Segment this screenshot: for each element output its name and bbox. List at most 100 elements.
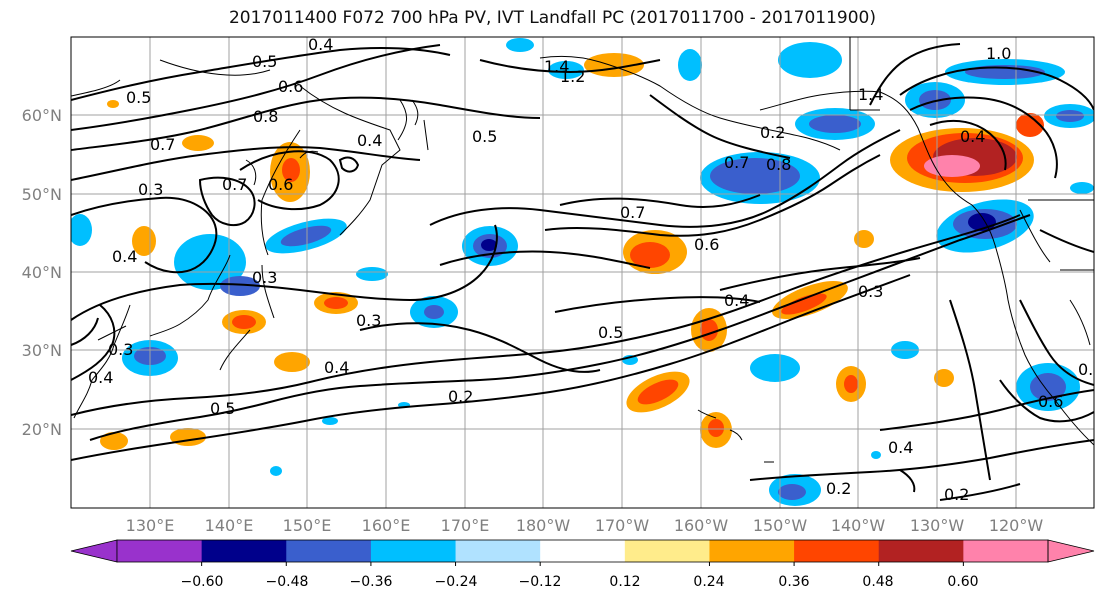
map-border <box>70 36 1095 509</box>
colorbar-tick-label: 0.24 <box>693 574 724 590</box>
positive-anomaly <box>170 428 206 446</box>
contour-label: 0.5 <box>598 323 623 342</box>
colorbar-tick-label: −0.36 <box>350 574 393 590</box>
colorbar-segment <box>455 540 541 562</box>
positive-anomaly <box>182 135 214 151</box>
colorbar-segment <box>878 540 964 562</box>
lon-label: 170°E <box>441 516 490 535</box>
positive-anomaly <box>934 369 954 387</box>
contour-label: 0.3 <box>108 340 133 359</box>
lat-label: 50°N <box>22 185 62 204</box>
contour-label: 0.8 <box>253 107 278 126</box>
positive-anomaly <box>100 432 128 450</box>
colorbar-tick-label: 0.12 <box>609 574 640 590</box>
positive-anomaly-gulf-of-alaska <box>890 128 1034 192</box>
contour-label: 0.6 <box>278 77 303 96</box>
negative-anomaly <box>778 484 806 500</box>
contour-label: 1.0 <box>986 44 1011 63</box>
lon-label: 130°E <box>126 516 175 535</box>
contour-label: 0.4 <box>112 247 137 266</box>
colorbar-extend-min <box>70 539 118 563</box>
positive-anomaly-kamchatka <box>270 142 310 202</box>
contour-label: 0.7 <box>150 135 175 154</box>
lon-label: 180°W <box>516 516 571 535</box>
lat-label: 60°N <box>22 106 62 125</box>
colorbar-border <box>116 539 1049 563</box>
contour-label: 0.5 <box>210 399 235 418</box>
colorbar-tick-label: 0.60 <box>947 574 978 590</box>
lon-label: 150°E <box>283 516 332 535</box>
contour-label: 0.4 <box>308 35 333 54</box>
contour-label: 0.5 <box>472 127 497 146</box>
lat-label: 30°N <box>22 341 62 360</box>
negative-anomaly <box>750 354 800 382</box>
lon-label: 130°W <box>910 516 965 535</box>
contour-label: 0.4 <box>357 131 382 150</box>
lon-label: 120°W <box>989 516 1044 535</box>
lon-label: 160°W <box>674 516 729 535</box>
lon-label: 140°W <box>831 516 886 535</box>
colorbar-tick-label: −0.60 <box>181 574 224 590</box>
negative-anomaly <box>778 42 842 78</box>
negative-anomaly <box>71 214 92 246</box>
contour-label: 0.4 <box>324 358 349 377</box>
latitude-labels: 60°N 50°N 40°N 30°N 20°N <box>22 106 62 439</box>
negative-anomaly <box>280 225 332 247</box>
negative-anomaly <box>270 466 282 476</box>
colorbar-segment <box>117 540 203 562</box>
lon-label: 140°E <box>205 516 254 535</box>
map-title: 2017011400 F072 700 hPa PV, IVT Landfall… <box>228 8 876 28</box>
positive-anomaly <box>708 419 724 437</box>
contour-label-group: 0.4 0.5 0.6 0.8 1.4 1.2 0.5 0.4 1.0 1.4 … <box>88 35 1103 504</box>
positive-anomaly <box>854 230 874 248</box>
contour-label: 0.7 <box>724 153 749 172</box>
contour-label: 0.4 <box>888 438 913 457</box>
negative-anomaly <box>548 61 584 79</box>
pv-contours <box>71 43 1094 501</box>
contour-label: 0.6 <box>694 235 719 254</box>
negative-anomaly <box>871 451 881 459</box>
colorbar-tick-labels: −0.60 −0.48 −0.36 −0.24 −0.12 0.12 0.24 … <box>181 574 979 590</box>
contour-label: 1.2 <box>560 67 585 86</box>
contour-label: 0.2 <box>826 479 851 498</box>
colorbar-tick-label: −0.48 <box>266 574 309 590</box>
colorbar-segment <box>201 540 287 562</box>
positive-anomaly <box>232 315 256 329</box>
positive-anomaly <box>844 375 858 393</box>
contour-label: 1.4 <box>544 57 569 76</box>
lat-label: 40°N <box>22 263 62 282</box>
colorbar-segment <box>286 540 372 562</box>
negative-anomaly <box>678 49 702 81</box>
colorbar-tick-label: 0.36 <box>778 574 809 590</box>
longitude-labels: 130°E 140°E 150°E 160°E 170°E 180°W 170°… <box>126 516 1044 535</box>
contour-label: 0.6 <box>1078 360 1103 379</box>
contour-label: 0.2 <box>944 485 969 504</box>
contour-label: 0.3 <box>858 282 883 301</box>
colorbar <box>70 539 1095 566</box>
negative-anomaly <box>220 276 260 296</box>
colorbar-tick-label: 0.48 <box>862 574 893 590</box>
contour-label: 0.6 <box>268 175 293 194</box>
contour-label: 0.3 <box>252 268 277 287</box>
negative-anomaly <box>424 305 444 319</box>
colorbar-tick-label: −0.12 <box>519 574 562 590</box>
colorbar-segment <box>963 540 1049 562</box>
contour-label: 0.4 <box>88 368 113 387</box>
coastlines <box>71 37 1094 463</box>
contour-label: 0.8 <box>766 155 791 174</box>
contour-label: 0.5 <box>252 52 277 71</box>
negative-anomaly <box>481 239 497 251</box>
colorbar-segment <box>624 540 710 562</box>
lon-label: 160°E <box>362 516 411 535</box>
contour-label: 0.7 <box>620 203 645 222</box>
positive-anomaly <box>107 100 119 108</box>
contour-label: 0.6 <box>1038 392 1063 411</box>
contour-label: 1.4 <box>858 85 883 104</box>
positive-anomaly <box>700 319 718 341</box>
colorbar-tick-label: −0.24 <box>435 574 478 590</box>
negative-anomaly <box>1070 182 1094 194</box>
contour-label: 0.7 <box>222 175 247 194</box>
colorbar-segment <box>540 540 626 562</box>
lon-label: 150°W <box>753 516 808 535</box>
lon-label: 170°W <box>595 516 650 535</box>
